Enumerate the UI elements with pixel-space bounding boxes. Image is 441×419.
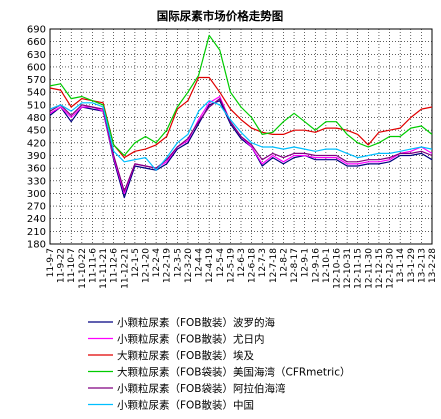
x-tick-label: 12-12-15	[375, 248, 385, 289]
y-tick-label: 480	[27, 113, 46, 124]
y-tick-label: 540	[27, 88, 46, 99]
x-tick-label: 13-2-28	[428, 248, 438, 283]
y-tick-label: 600	[27, 62, 46, 73]
y-tick-label: 420	[27, 138, 46, 149]
x-tick-label: 12-7-18	[269, 248, 279, 283]
x-tick-label: 12-4-4	[195, 248, 205, 278]
x-tick-label: 11-11-6	[88, 248, 98, 283]
y-tick-label: 240	[27, 214, 46, 225]
y-tick-label: 180	[27, 240, 46, 251]
x-tick-label: 12-10-16	[333, 248, 343, 289]
x-tick-label: 12-3-20	[184, 248, 194, 283]
y-tick-label: 390	[27, 151, 46, 162]
series-lines	[49, 34, 433, 199]
legend-label-2: 小颗粒尿素（FOB散装）尤日内	[117, 333, 265, 346]
y-tick-label: 690	[27, 25, 46, 36]
x-tick-label: 11-9-7	[46, 248, 56, 277]
y-tick-label: 210	[27, 227, 46, 238]
x-tick-label: 11-12-6	[110, 248, 120, 283]
x-tick-label: 12-3-5	[173, 248, 183, 277]
x-tick-label: 12-5-19	[226, 248, 236, 283]
x-tick-label: 11-9-22	[57, 248, 67, 283]
x-tick-label: 12-1-20	[142, 248, 152, 283]
x-tick-label: 11-10-22	[78, 248, 88, 289]
x-tick-label: 11-12-21	[120, 248, 130, 289]
x-tick-label: 12-2-19	[163, 248, 173, 283]
series-line-4	[49, 34, 433, 157]
y-tick-label: 270	[27, 202, 46, 213]
x-tick-label: 12-11-30	[364, 248, 374, 289]
x-tick-label: 12-1-5	[131, 248, 141, 277]
legend-label-4: 大颗粒尿素（FOB袋装）美国海湾（CFRmetric）	[117, 366, 351, 379]
x-tick-label: 12-7-3	[258, 248, 268, 277]
series-line-5	[49, 97, 433, 192]
legend-label-5: 小颗粒尿素（FOB袋装）阿拉伯海湾	[117, 382, 286, 395]
x-tick-label: 13-2-13	[417, 248, 427, 283]
x-tick-label: 12-10-31	[343, 248, 353, 289]
x-tick-label: 12-9-16	[311, 248, 321, 283]
legend-label-6: 小颗粒尿素（FOB散装）中国	[117, 399, 254, 412]
y-tick-label: 510	[27, 100, 46, 111]
grid-lines	[49, 28, 433, 245]
x-tick-label: 12-9-1	[301, 248, 311, 277]
x-axis-ticks: 11-9-7 11-9-22 11-10-7 11-10-22 11-11-6 11-11…	[46, 248, 438, 289]
x-tick-label: 13-1-29	[407, 248, 417, 283]
x-tick-label: 12-10-1	[322, 248, 332, 283]
x-tick-label: 12-12-30	[386, 248, 396, 289]
x-tick-label: 12-6-18	[248, 248, 258, 283]
y-tick-label: 360	[27, 164, 46, 175]
x-tick-label: 12-11-15	[354, 248, 364, 289]
legend: 小颗粒尿素（FOB散装）波罗的海小颗粒尿素（FOB散装）尤日内大颗粒尿素（FOB…	[88, 316, 351, 412]
x-tick-label: 12-4-19	[205, 248, 215, 283]
y-tick-label: 660	[27, 37, 46, 48]
x-tick-label: 12-8-2	[279, 248, 289, 277]
series-line-6	[49, 100, 433, 171]
x-tick-label: 12-6-3	[237, 248, 247, 277]
legend-label-1: 小颗粒尿素（FOB散装）波罗的海	[117, 316, 276, 329]
y-tick-label: 300	[27, 189, 46, 200]
legend-label-3: 大颗粒尿素（FOB散装）埃及	[117, 349, 255, 362]
x-tick-label: 12-8-17	[290, 248, 300, 283]
x-tick-label: 12-2-4	[152, 248, 162, 278]
x-tick-label: 11-11-21	[99, 248, 109, 289]
x-tick-label: 12-5-4	[216, 248, 226, 278]
y-tick-label: 450	[27, 126, 46, 137]
x-tick-label: 13-1-14	[396, 248, 406, 283]
chart-title: 国际尿素市场价格走势图	[157, 9, 284, 23]
y-tick-label: 330	[27, 176, 46, 187]
y-tick-label: 630	[27, 50, 46, 61]
y-tick-label: 570	[27, 75, 46, 86]
x-tick-label: 11-10-7	[67, 248, 77, 283]
